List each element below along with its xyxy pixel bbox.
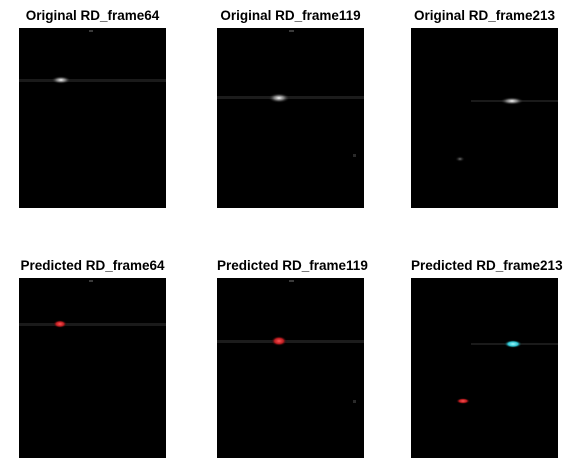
range-doppler-svg: [19, 280, 166, 328]
panel-title: Predicted RD_frame119: [217, 258, 368, 273]
range-doppler-svg: [19, 30, 166, 84]
clutter-line: [217, 96, 364, 99]
range-doppler-svg: [217, 30, 364, 157]
panel-original-frame119: Original RD_frame119: [217, 6, 364, 208]
detection-red-marker: [456, 398, 470, 404]
panel-title: Original RD_frame119: [220, 8, 361, 23]
noise-spot: [353, 400, 356, 403]
panel-original-frame64: Original RD_frame64: [19, 6, 166, 208]
range-doppler-image: [411, 28, 558, 208]
noise-spot: [289, 30, 294, 32]
detection-red-marker: [53, 320, 67, 328]
panel-title: Original RD_frame213: [413, 8, 556, 23]
clutter-line: [19, 323, 166, 326]
panel-title: Predicted RD_frame213: [411, 258, 563, 273]
target-blob: [500, 97, 524, 105]
range-doppler-image: [411, 278, 558, 458]
detection-red-marker: [271, 336, 287, 346]
range-doppler-image: [217, 28, 364, 208]
target-blob: [268, 93, 290, 103]
range-doppler-image: [217, 278, 364, 458]
detection-cyan-marker: [504, 340, 522, 348]
clutter-line: [19, 79, 166, 82]
noise-spot: [89, 280, 93, 282]
range-doppler-image: [19, 278, 166, 458]
panel-predicted-frame119: Predicted RD_frame119: [217, 256, 368, 458]
clutter-line: [217, 340, 364, 343]
noise-spot: [353, 154, 356, 157]
panel-predicted-frame64: Predicted RD_frame64: [19, 256, 166, 458]
panel-original-frame213: Original RD_frame213: [411, 6, 558, 208]
panel-title: Predicted RD_frame64: [20, 258, 165, 273]
range-doppler-image: [19, 28, 166, 208]
target-blob: [51, 76, 71, 84]
range-doppler-svg: [217, 280, 364, 403]
noise-spot: [289, 280, 294, 282]
range-doppler-svg: [456, 340, 558, 404]
panel-predicted-frame213: Predicted RD_frame213: [411, 256, 563, 458]
target-blob-dim: [455, 156, 465, 162]
range-doppler-svg: [455, 97, 558, 162]
noise-spot: [89, 30, 93, 32]
panel-title: Original RD_frame64: [25, 8, 160, 23]
